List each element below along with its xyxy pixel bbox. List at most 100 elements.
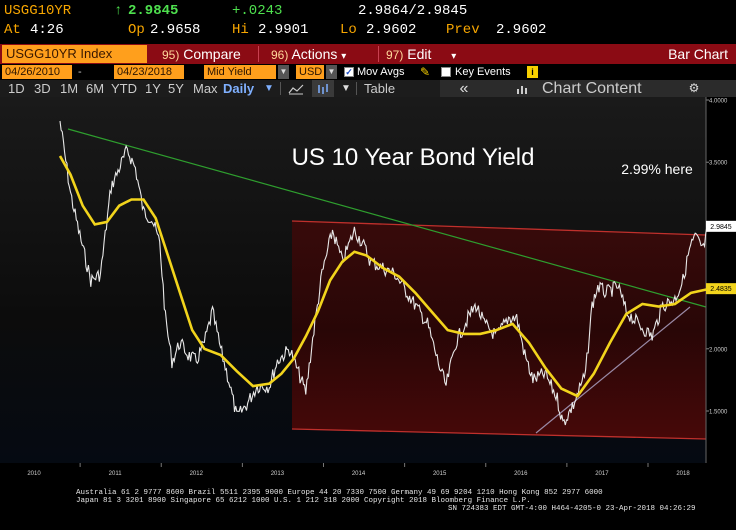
high-label: Hi bbox=[232, 22, 249, 38]
chart-content-label: Chart Content bbox=[542, 80, 642, 97]
date-range-dash: - bbox=[78, 66, 82, 78]
last-price: 2.9845 bbox=[128, 3, 179, 19]
period-6m[interactable]: 6M bbox=[86, 81, 105, 96]
period-1d[interactable]: 1D bbox=[8, 81, 25, 96]
x-tick-label: 2017 bbox=[595, 471, 609, 477]
open-label: Op bbox=[128, 22, 145, 38]
channel-bottom-line bbox=[291, 428, 707, 440]
x-axis-ticks: 2010 2011 2012 2013 2014 2015 2016 2017 2018 bbox=[27, 463, 690, 477]
support-trend-line bbox=[535, 306, 691, 434]
open-value: 2.9658 bbox=[150, 22, 201, 38]
high-value: 2.9901 bbox=[258, 22, 309, 38]
bar-chart-icon[interactable] bbox=[312, 80, 334, 97]
chart-title: US 10 Year Bond Yield bbox=[292, 144, 535, 171]
period-1m[interactable]: 1M bbox=[60, 81, 79, 96]
actions-dropdown-icon: ▾ bbox=[341, 51, 347, 62]
edit-label: Edit bbox=[407, 46, 432, 62]
collapse-left-icon[interactable]: « bbox=[459, 80, 469, 97]
period-ytd[interactable]: YTD bbox=[111, 81, 137, 96]
y-tick-label: 4.0000 bbox=[709, 99, 728, 105]
quote-time: 4:26 bbox=[30, 22, 64, 38]
command-toolbar: USGG10YR Index 95) Compare 96) Actions ▾… bbox=[0, 44, 736, 64]
mov-avgs-label: Mov Avgs bbox=[357, 66, 405, 78]
x-tick-label: 2011 bbox=[109, 471, 123, 477]
actions-label: Actions bbox=[291, 46, 338, 62]
chart-style-dropdown-icon[interactable]: ▼ bbox=[341, 83, 351, 94]
actions-button[interactable]: 96) Actions ▾ bbox=[271, 44, 346, 64]
time-label: At bbox=[4, 22, 21, 38]
toolbar-divider bbox=[378, 46, 379, 62]
x-tick-label: 2010 bbox=[27, 471, 41, 477]
edit-num: 97) bbox=[386, 48, 404, 62]
edit-button[interactable]: 97) Edit ▾ bbox=[386, 44, 456, 64]
last-value-label: 2.9845 bbox=[710, 224, 732, 231]
x-tick-label: 2012 bbox=[190, 471, 204, 477]
x-tick-label: 2018 bbox=[676, 471, 690, 477]
x-tick-label: 2016 bbox=[514, 471, 528, 477]
compare-button[interactable]: 95) Compare bbox=[162, 44, 241, 64]
footer: Australia 61 2 9777 8600 Brazil 5511 239… bbox=[0, 488, 736, 530]
currency-select[interactable]: USD bbox=[296, 65, 324, 79]
frequency-select[interactable]: Daily bbox=[223, 81, 255, 96]
toolbar-divider bbox=[258, 46, 259, 62]
line-chart-icon[interactable] bbox=[286, 80, 306, 97]
y-tick-label: 1.5000 bbox=[709, 410, 728, 416]
period-5y[interactable]: 5Y bbox=[168, 81, 184, 96]
last-value-tag: 2.9845 bbox=[706, 220, 736, 232]
footer-line-3: SN 724383 EDT GMT-4:00 H464-4205-0 23-Ap… bbox=[448, 505, 696, 513]
key-events-checkbox[interactable]: ✓ bbox=[441, 67, 451, 77]
chart-annotation: 2.99% here bbox=[621, 161, 693, 177]
ma-value-tag: 2.4835 bbox=[706, 283, 736, 295]
pencil-icon[interactable]: ✎ bbox=[420, 65, 431, 79]
compare-num: 95) bbox=[162, 48, 180, 62]
field-dropdown-icon[interactable]: ▼ bbox=[278, 65, 289, 79]
chart-type-label[interactable]: Bar Chart bbox=[668, 46, 728, 62]
low-value: 2.9602 bbox=[366, 22, 417, 38]
mov-avgs-checkbox[interactable]: ✓ bbox=[344, 67, 354, 77]
x-tick-label: 2015 bbox=[433, 471, 447, 477]
prev-value: 2.9602 bbox=[496, 22, 547, 38]
channel-top-line bbox=[291, 220, 707, 236]
prev-label: Prev bbox=[446, 22, 480, 38]
ma-value-label: 2.4835 bbox=[710, 286, 732, 293]
info-icon[interactable]: i bbox=[527, 66, 538, 78]
low-label: Lo bbox=[340, 22, 357, 38]
downtrend-line bbox=[67, 128, 707, 308]
frequency-dropdown-icon[interactable]: ▼ bbox=[264, 83, 274, 94]
footer-line-2: Japan 81 3 3201 8900 Singapore 65 6212 1… bbox=[76, 497, 531, 505]
edit-dropdown-icon: ▾ bbox=[451, 51, 457, 62]
x-axis-panel bbox=[0, 463, 706, 488]
quote-row-2: At 4:26 Op 2.9658 Hi 2.9901 Lo 2.9602 Pr… bbox=[0, 21, 736, 40]
chart-content-icon[interactable] bbox=[514, 80, 530, 97]
y-tick-label: 2.0000 bbox=[709, 347, 728, 353]
moving-average-line bbox=[58, 155, 709, 398]
x-tick-label: 2014 bbox=[352, 471, 366, 477]
compare-label: Compare bbox=[183, 46, 241, 62]
period-divider bbox=[356, 82, 357, 95]
chart-content-bar: « Chart Content ⚙ bbox=[440, 80, 736, 97]
footer-line-1: Australia 61 2 9777 8600 Brazil 5511 239… bbox=[76, 489, 603, 497]
x-tick-label: 2013 bbox=[271, 471, 285, 477]
quote-row-1: USGG10YR ↑ 2.9845 +.0243 2.9864/2.9845 bbox=[0, 2, 736, 21]
end-date-field[interactable]: 04/23/2018 bbox=[114, 65, 184, 79]
y-tick-label: 3.5000 bbox=[709, 161, 728, 167]
bid-ask: 2.9864/2.9845 bbox=[358, 3, 468, 19]
period-max[interactable]: Max bbox=[193, 81, 218, 96]
actions-num: 96) bbox=[271, 48, 289, 62]
field-select[interactable]: Mid Yield bbox=[204, 65, 276, 79]
period-divider bbox=[280, 82, 281, 95]
table-button[interactable]: Table bbox=[364, 81, 396, 96]
gear-icon[interactable]: ⚙ bbox=[688, 81, 700, 95]
ticker-symbol: USGG10YR bbox=[4, 3, 72, 19]
start-date-field[interactable]: 04/26/2010 bbox=[2, 65, 72, 79]
period-1y[interactable]: 1Y bbox=[145, 81, 161, 96]
up-arrow-icon: ↑ bbox=[114, 3, 123, 19]
filter-row: 04/26/2010 - 04/23/2018 Mid Yield ▼ USD … bbox=[0, 64, 736, 80]
security-field[interactable]: USGG10YR Index bbox=[2, 45, 147, 63]
key-events-label: Key Events bbox=[455, 66, 511, 78]
currency-dropdown-icon[interactable]: ▼ bbox=[326, 65, 337, 79]
period-3d[interactable]: 3D bbox=[34, 81, 51, 96]
net-change: +.0243 bbox=[232, 3, 283, 19]
